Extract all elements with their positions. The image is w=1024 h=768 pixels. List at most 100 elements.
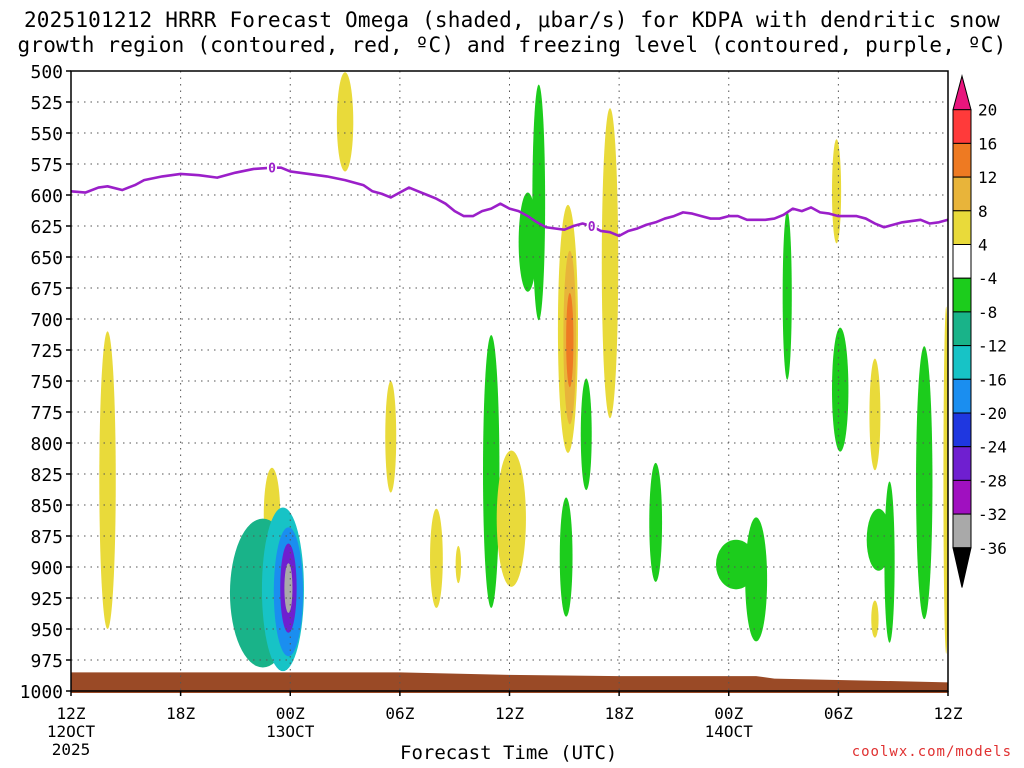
y-tick-label: 600 (30, 186, 63, 207)
colorbar-label: -36 (978, 539, 1007, 558)
omega-feature-2 (99, 331, 116, 629)
x-tick-year: 2025 (52, 740, 91, 759)
freezing-label-bg (586, 219, 597, 233)
omega-feature-18 (601, 108, 619, 419)
x-axis-label: Forecast Time (UTC) (400, 742, 618, 764)
omega-feature-20 (559, 497, 573, 617)
omega-feature-12 (496, 450, 526, 587)
y-tick-label: 500 (30, 62, 63, 83)
x-tick-label: 12Z (495, 704, 524, 723)
x-tick-label: 00Z (276, 704, 305, 723)
y-tick-label: 800 (30, 434, 63, 455)
y-tick-label: 575 (30, 155, 63, 176)
omega-feature-9 (430, 508, 443, 608)
colorbar-segment (952, 244, 972, 279)
colorbar-segment (952, 311, 972, 347)
colorbar-segment (952, 513, 972, 549)
colorbar-segment (952, 479, 972, 515)
omega-feature-0 (336, 72, 354, 172)
x-tick-date: 14OCT (705, 722, 754, 741)
colorbar-label: -12 (978, 337, 1007, 356)
colorbar-segment (952, 109, 972, 144)
colorbar-bottom-arrow (952, 547, 972, 588)
x-tick-label: 18Z (605, 704, 634, 723)
omega-feature-24 (782, 211, 792, 380)
colorbar-segment (952, 142, 972, 178)
omega-feature-14 (518, 192, 537, 292)
x-tick-date: 13OCT (266, 722, 315, 741)
colorbar-segment (952, 345, 972, 380)
y-tick-label: 950 (30, 620, 63, 641)
y-tick-label: 975 (30, 651, 63, 672)
colorbar-label: -28 (978, 471, 1007, 490)
chart-title-line1: 2025101212 HRRR Forecast Omega (shaded, … (23, 8, 1001, 32)
y-axis: 500 525 550 575 600 625 650 675 700 725 750 775 800 8… (20, 62, 71, 703)
colorbar-label: 8 (978, 202, 988, 221)
omega-feature-19 (580, 378, 592, 491)
y-tick-label: 725 (30, 341, 63, 362)
omega-feature-32 (943, 306, 948, 654)
colorbar-segment (952, 210, 972, 246)
y-tick-label: 925 (30, 589, 63, 610)
site-credit[interactable]: coolwx.com/models (851, 744, 1012, 760)
y-tick-label: 900 (30, 558, 63, 579)
omega-feature-23 (745, 517, 768, 642)
omega-feature-26 (831, 327, 849, 452)
omega-feature-31 (916, 346, 933, 620)
y-tick-label: 550 (30, 124, 63, 145)
colorbar-label: 20 (978, 101, 997, 120)
y-tick-label: 775 (30, 403, 63, 424)
x-tick-label: 12Z (934, 704, 963, 723)
y-tick-label: 750 (30, 372, 63, 393)
freezing-label-bg (266, 160, 277, 175)
omega-feature-7 (284, 563, 293, 613)
x-tick-label: 00Z (714, 704, 743, 723)
y-tick-label: 650 (30, 248, 63, 269)
y-tick-label: 825 (30, 465, 63, 486)
colorbar-label: -8 (978, 303, 997, 322)
omega-feature-8 (385, 381, 397, 493)
omega-feature-25 (831, 139, 842, 244)
omega-feature-11 (483, 335, 500, 608)
colorbar: 20 16 12 8 4 -4 -8 -12 -16 -20 -24 -28 -32 -36 (952, 74, 1007, 588)
x-tick-label: 12Z (57, 704, 86, 723)
colorbar-top-arrow (952, 74, 972, 111)
colorbar-label: -16 (978, 370, 1007, 389)
x-tick-label: 18Z (166, 704, 195, 723)
x-tick-label: 06Z (824, 704, 853, 723)
grid-lines (71, 71, 948, 691)
colorbar-label: -24 (978, 438, 1007, 457)
omega-shading (99, 72, 948, 672)
omega-feature-21 (649, 462, 663, 582)
colorbar-label: -32 (978, 505, 1007, 524)
freezing-level-label: 0 (588, 220, 596, 235)
freezing-level-label: 0 (268, 162, 276, 177)
y-tick-label: 1000 (20, 682, 63, 703)
colorbar-segment (952, 277, 972, 313)
colorbar-label: -20 (978, 404, 1007, 423)
y-tick-label: 625 (30, 217, 63, 238)
colorbar-label: 4 (978, 236, 988, 255)
y-tick-label: 850 (30, 496, 63, 517)
colorbar-label: 16 (978, 134, 997, 153)
omega-feature-17 (566, 292, 574, 388)
colorbar-segment (952, 176, 972, 212)
y-tick-label: 875 (30, 527, 63, 548)
colorbar-segment (952, 412, 972, 448)
x-tick-label: 06Z (385, 704, 414, 723)
x-tick-date: 12OCT (47, 722, 96, 741)
colorbar-label: -4 (978, 269, 997, 288)
omega-feature-30 (871, 600, 879, 638)
colorbar-segment (952, 446, 972, 481)
chart-title-line2: growth region (contoured, red, ºC) and f… (17, 33, 1007, 57)
y-tick-label: 525 (30, 93, 63, 114)
omega-feature-29 (884, 481, 895, 643)
colorbar-label: 12 (978, 168, 997, 187)
colorbar-segment (952, 378, 972, 414)
omega-feature-13 (532, 84, 546, 321)
y-tick-label: 675 (30, 279, 63, 300)
y-tick-label: 700 (30, 310, 63, 331)
omega-feature-10 (455, 545, 462, 584)
